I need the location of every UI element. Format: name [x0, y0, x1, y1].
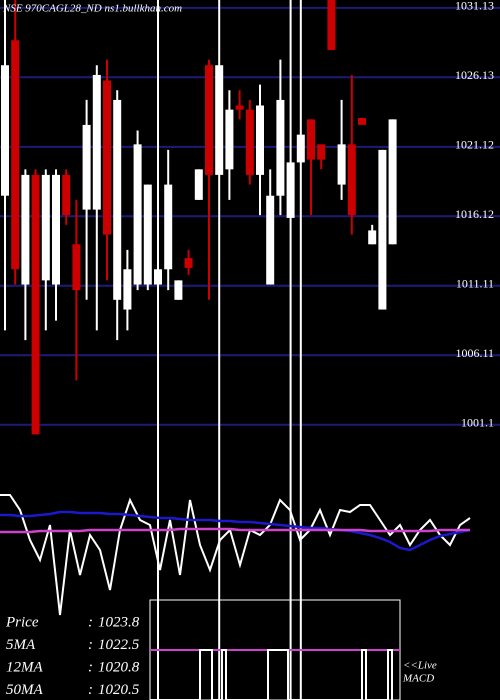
candle-body: [256, 105, 264, 175]
stat-label: Price: [5, 614, 39, 630]
candle-body: [235, 105, 244, 110]
candle-body: [154, 269, 162, 285]
stat-value: 1020.8: [98, 659, 140, 675]
indicator-label: MACD: [402, 673, 434, 685]
candle-body: [378, 149, 387, 310]
candle-body: [337, 144, 346, 185]
candle-body: [72, 244, 81, 291]
y-tick-label: 1006.11: [455, 346, 494, 360]
y-tick-label: 1026.13: [455, 68, 494, 82]
candle-body: [21, 174, 30, 285]
y-tick-label: 1011.11: [456, 277, 494, 291]
candle-body: [225, 109, 234, 170]
chart-title: NSE 970CAGL28_ND ns1.bullkhan.com: [2, 3, 182, 15]
macd-histogram: [150, 649, 393, 700]
candle-body: [113, 99, 122, 300]
stat-separator: :: [88, 682, 93, 698]
stat-label: 50MA: [6, 682, 43, 698]
candle-body: [103, 80, 111, 235]
indicator-label: <<Live: [403, 660, 437, 672]
indicator-line: [0, 494, 471, 616]
candle-body: [123, 269, 132, 310]
candle-body: [1, 65, 9, 196]
candle-body: [296, 134, 305, 163]
candle-body: [184, 258, 193, 268]
candle-body: [347, 144, 356, 216]
candle-body: [164, 184, 173, 270]
stat-value: 1023.8: [98, 614, 140, 630]
stat-separator: :: [88, 637, 93, 653]
candle-body: [317, 144, 326, 160]
indicator-line: [0, 527, 470, 534]
candle-body: [194, 169, 203, 200]
candle-body: [52, 174, 60, 285]
indicator-line: [0, 510, 471, 552]
candle-body: [327, 0, 336, 50]
stat-separator: :: [88, 614, 93, 630]
y-tick-label: 1021.12: [455, 138, 494, 152]
candle-body: [266, 195, 275, 285]
candle-body: [276, 99, 285, 196]
candle-body: [143, 184, 152, 285]
candle-body: [62, 174, 71, 216]
candle-body: [215, 65, 224, 175]
y-tick-label: 1001.1: [461, 415, 494, 429]
candle-body: [41, 174, 50, 281]
grid: [0, 6, 500, 426]
candle-body: [82, 124, 91, 210]
stat-value: 1020.5: [98, 682, 140, 698]
macd-panel: [0, 494, 471, 700]
candle-body: [31, 174, 40, 435]
candle-body: [307, 119, 315, 160]
stat-label: 5MA: [6, 637, 36, 653]
candles: [1, 0, 397, 700]
stat-value: 1022.5: [98, 637, 140, 653]
candle-body: [133, 144, 142, 285]
candle-body: [358, 117, 366, 125]
stat-separator: :: [88, 659, 93, 675]
candle-body: [174, 280, 183, 300]
candle-body: [368, 230, 377, 245]
stat-label: 12MA: [6, 659, 43, 675]
candle-body: [205, 65, 213, 175]
candle-body: [92, 74, 101, 210]
y-tick-label: 1016.12: [455, 207, 494, 221]
candle-body: [286, 162, 295, 218]
candle-body: [11, 40, 20, 270]
candle-body: [388, 119, 397, 245]
candle-body: [245, 109, 254, 175]
y-tick-label: 1031.13: [455, 0, 494, 13]
